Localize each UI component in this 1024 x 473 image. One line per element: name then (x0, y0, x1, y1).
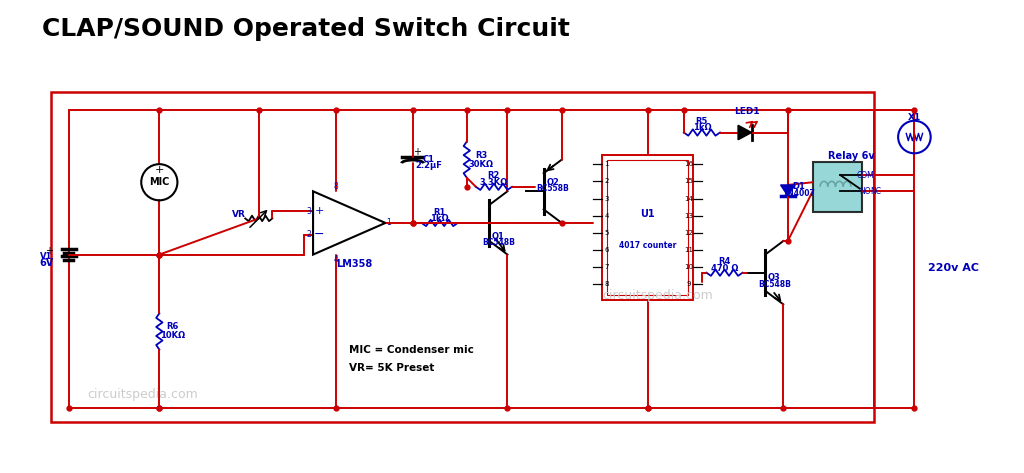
Text: BC558B: BC558B (537, 184, 569, 193)
Text: +: + (45, 246, 53, 256)
Text: 4: 4 (333, 254, 338, 263)
Text: R2: R2 (487, 171, 500, 180)
Text: 10: 10 (684, 264, 693, 270)
Text: 14: 14 (684, 195, 693, 201)
Text: R3: R3 (475, 150, 487, 159)
Text: 2: 2 (306, 230, 311, 239)
Text: 3: 3 (306, 207, 311, 216)
Text: +: + (314, 206, 324, 216)
Text: LED1: LED1 (734, 107, 760, 116)
Text: 2.2μF: 2.2μF (416, 161, 442, 170)
Bar (51, 92, 873, 422)
Text: 5: 5 (605, 230, 609, 236)
Text: 13: 13 (684, 213, 693, 219)
Text: NC: NC (870, 187, 882, 196)
Text: R4: R4 (718, 257, 731, 266)
Text: 6V: 6V (39, 258, 53, 268)
Text: V1: V1 (40, 252, 52, 261)
Text: 8: 8 (333, 182, 338, 191)
Text: 12: 12 (684, 230, 693, 236)
Text: 16: 16 (684, 161, 693, 167)
Text: 7: 7 (605, 264, 609, 270)
Text: 220v AC: 220v AC (928, 263, 979, 273)
Text: 470 Ω: 470 Ω (711, 263, 738, 272)
Text: 11: 11 (684, 247, 693, 253)
Text: +: + (413, 148, 421, 158)
Text: Q1: Q1 (492, 232, 505, 241)
Text: MIC: MIC (150, 177, 170, 187)
Text: D1: D1 (793, 182, 805, 191)
Text: circuitspedia.com: circuitspedia.com (87, 388, 198, 401)
Polygon shape (780, 185, 795, 196)
Text: 1N4007: 1N4007 (782, 189, 815, 198)
Text: COM: COM (856, 170, 874, 180)
Text: +: + (155, 166, 164, 175)
Text: 3.3KΩ: 3.3KΩ (480, 178, 508, 187)
Text: Q2: Q2 (546, 178, 559, 187)
Text: R1: R1 (433, 208, 445, 217)
Text: 4: 4 (605, 213, 609, 219)
Text: VR= 5K Preset: VR= 5K Preset (349, 363, 434, 373)
Text: X1: X1 (908, 113, 921, 122)
Text: VR: VR (232, 210, 246, 219)
Text: BC548B: BC548B (482, 238, 515, 247)
Polygon shape (738, 125, 752, 140)
Text: MIC = Condenser mic: MIC = Condenser mic (349, 344, 474, 355)
Text: Relay 6v: Relay 6v (827, 150, 874, 160)
Bar (813, 162, 862, 211)
Text: BC548B: BC548B (758, 280, 791, 289)
Text: 1kΩ: 1kΩ (430, 214, 449, 223)
Text: Q3: Q3 (768, 273, 780, 282)
Text: C1: C1 (423, 155, 435, 164)
Text: LM358: LM358 (336, 259, 372, 269)
Text: 1: 1 (386, 219, 390, 228)
Bar (602, 155, 693, 300)
Text: CLAP/SOUND Operated Switch Circuit: CLAP/SOUND Operated Switch Circuit (42, 17, 569, 41)
Text: U1: U1 (640, 209, 655, 219)
Text: 3: 3 (605, 195, 609, 201)
Text: NO: NO (859, 187, 871, 196)
Text: 1: 1 (605, 161, 609, 167)
Bar (607, 159, 688, 295)
Text: 9: 9 (686, 281, 690, 288)
Text: circuitspedia.com: circuitspedia.com (602, 289, 713, 302)
Text: 2: 2 (605, 178, 609, 184)
Text: 8: 8 (605, 281, 609, 288)
Text: R5: R5 (695, 117, 708, 126)
Text: 10KΩ: 10KΩ (161, 332, 185, 341)
Text: 15: 15 (684, 178, 693, 184)
Text: 4017 counter: 4017 counter (618, 241, 676, 250)
Text: 6: 6 (605, 247, 609, 253)
Text: R6: R6 (167, 323, 179, 332)
Text: 30KΩ: 30KΩ (469, 160, 494, 169)
Text: 1kΩ: 1kΩ (692, 123, 712, 132)
Text: −: − (314, 228, 325, 241)
